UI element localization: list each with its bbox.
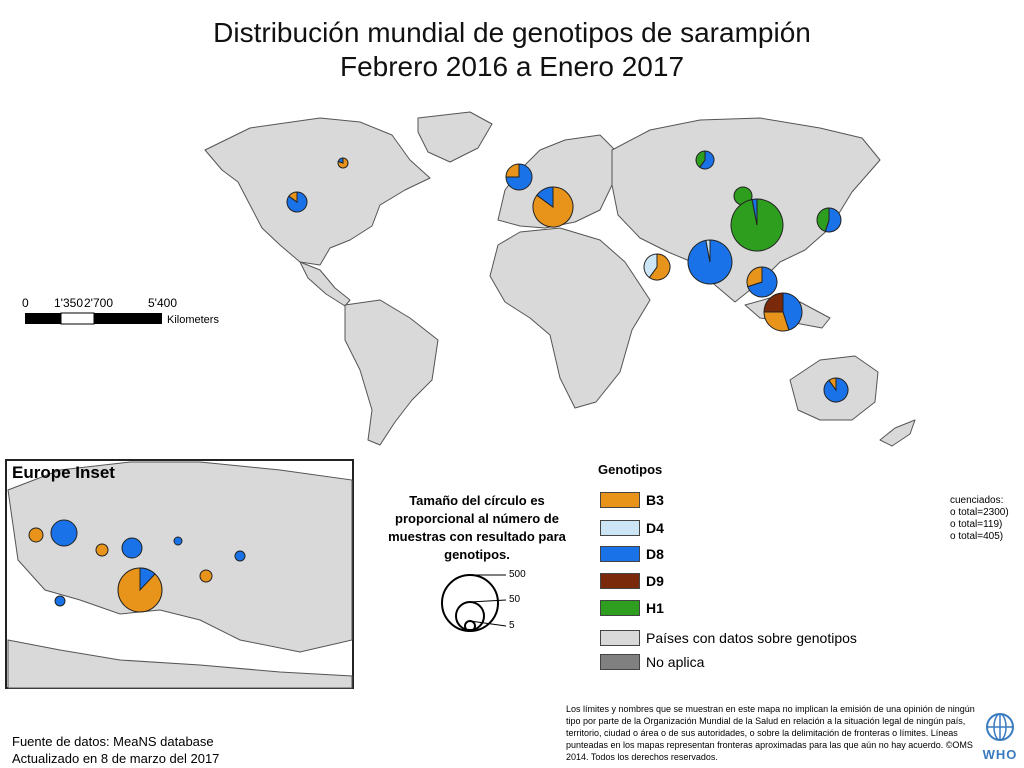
pie-thailand <box>746 266 778 298</box>
legend-item-countries-with-data: Países con datos sobre genotipos <box>600 628 857 648</box>
pie-russia <box>695 150 715 170</box>
legend-label-countries-with-data: Países con datos sobre genotipos <box>646 630 857 646</box>
pie-canada <box>337 157 349 169</box>
pie-slice-china-d8 <box>751 198 758 226</box>
legend-swatch-d9 <box>600 573 640 589</box>
pie-slice-india-d4 <box>705 239 711 263</box>
pie-slice-australia-b3 <box>828 377 837 392</box>
pie-slice-united-kingdom-b3 <box>505 163 520 178</box>
pie-slice-indonesia-b3 <box>763 311 790 332</box>
legend-item-d8: D8 <box>600 544 664 564</box>
pie-slice-canada-d8 <box>337 157 344 164</box>
legend-item-b3: B3 <box>600 490 664 510</box>
source-line-1: Fuente de datos: MeaNS database <box>12 734 214 749</box>
partially-hidden-text: cuenciados: o total=2300) o total=119) o… <box>950 495 1024 543</box>
pie-pakistan <box>643 253 671 281</box>
legend-swatch-d4 <box>600 520 640 536</box>
pie-slice-indonesia-d9 <box>763 292 784 313</box>
size-legend-caption: Tamaño del círculo es proporcional al nú… <box>388 493 566 562</box>
europe-inset-title: Europe Inset <box>12 463 115 482</box>
legend-swatch-not-applicable <box>600 654 640 670</box>
partial-text-line-2: o total=2300) <box>950 507 1009 518</box>
greenland-landmass <box>417 111 493 163</box>
africa-landmass <box>489 227 651 409</box>
pie-united-states <box>286 191 308 213</box>
legend-item-d9: D9 <box>600 571 664 591</box>
scale-bar <box>25 312 162 325</box>
pie-indonesia <box>763 292 803 332</box>
pie-slice-thailand-b3 <box>746 266 763 288</box>
pie-slice-pakistan-d4 <box>643 253 658 279</box>
map-title: Distribución mundial de genotipos de sar… <box>0 16 1024 84</box>
data-source: Fuente de datos: MeaNS database Actualiz… <box>12 733 219 767</box>
partial-text-line-3: o total=119) <box>950 519 1003 530</box>
pie-slice-russia-d8 <box>699 150 715 170</box>
pie-united-kingdom <box>505 163 533 191</box>
legend-item-not-applicable: No aplica <box>600 652 704 672</box>
legend-swatch-h1 <box>600 600 640 616</box>
size-legend-circles <box>441 574 507 632</box>
pie-japan <box>816 207 842 233</box>
north-america-landmass <box>204 117 431 266</box>
disclaimer-text: Los límites y nombres que se muestran en… <box>566 704 975 762</box>
legend-label-h1: H1 <box>646 600 664 616</box>
legend-swatch-countries-with-data <box>600 630 640 646</box>
pie-italy <box>532 186 574 228</box>
size-legend-5: 5 <box>509 620 515 631</box>
size-legend-50: 50 <box>509 594 521 605</box>
legend-swatch-b3 <box>600 492 640 508</box>
who-logo-text: WHO <box>982 747 1018 762</box>
new-zealand-landmass <box>879 419 916 447</box>
legend-item-h1: H1 <box>600 598 664 618</box>
genotype-pies <box>286 150 849 403</box>
title-line-2: Febrero 2016 a Enero 2017 <box>339 51 685 82</box>
pie-slice-italy-d8 <box>536 186 554 208</box>
legend-label-d4: D4 <box>646 520 664 536</box>
pie-slice-japan-h1 <box>816 207 830 233</box>
scale-tick-3: 5'400 <box>148 296 177 310</box>
legend-swatch-d8 <box>600 546 640 562</box>
pie-slice-indonesia-d8 <box>782 292 803 331</box>
scale-tick-2: 2'700 <box>84 296 113 310</box>
partial-text-line-1: cuenciados: <box>950 495 1004 506</box>
legend-item-d4: D4 <box>600 518 664 538</box>
legend-label-not-applicable: No aplica <box>646 654 705 670</box>
legend-label-b3: B3 <box>646 492 664 508</box>
pie-china <box>730 198 784 252</box>
legend-label-d8: D8 <box>646 546 664 562</box>
size-legend-500: 500 <box>509 569 526 580</box>
europe-inset-map <box>5 459 354 689</box>
scale-tick-0: 0 <box>22 296 29 310</box>
scale-tick-1: 1'350 <box>54 296 83 310</box>
pie-australia <box>823 377 849 403</box>
pie-slice-united-states-b3 <box>288 191 298 203</box>
south-america-landmass <box>344 299 439 446</box>
partial-text-line-4: o total=405) <box>950 531 1004 542</box>
pie-slice-canada-b3 <box>337 157 349 169</box>
title-line-1: Distribución mundial de genotipos de sar… <box>213 17 811 48</box>
source-line-2: Actualizado en 8 de marzo del 2017 <box>12 751 220 766</box>
scale-unit: Kilometers <box>167 314 219 326</box>
central-america-landmass <box>299 261 351 307</box>
pie-slice-pakistan-b3 <box>648 253 671 281</box>
who-emblem-icon <box>986 713 1014 741</box>
who-logo: WHO <box>978 712 1022 762</box>
legend-label-d9: D9 <box>646 573 664 589</box>
pie-india <box>687 239 733 285</box>
genotype-legend-title: Genotipos <box>598 462 663 477</box>
pie-slice-russia-h1 <box>695 150 706 168</box>
